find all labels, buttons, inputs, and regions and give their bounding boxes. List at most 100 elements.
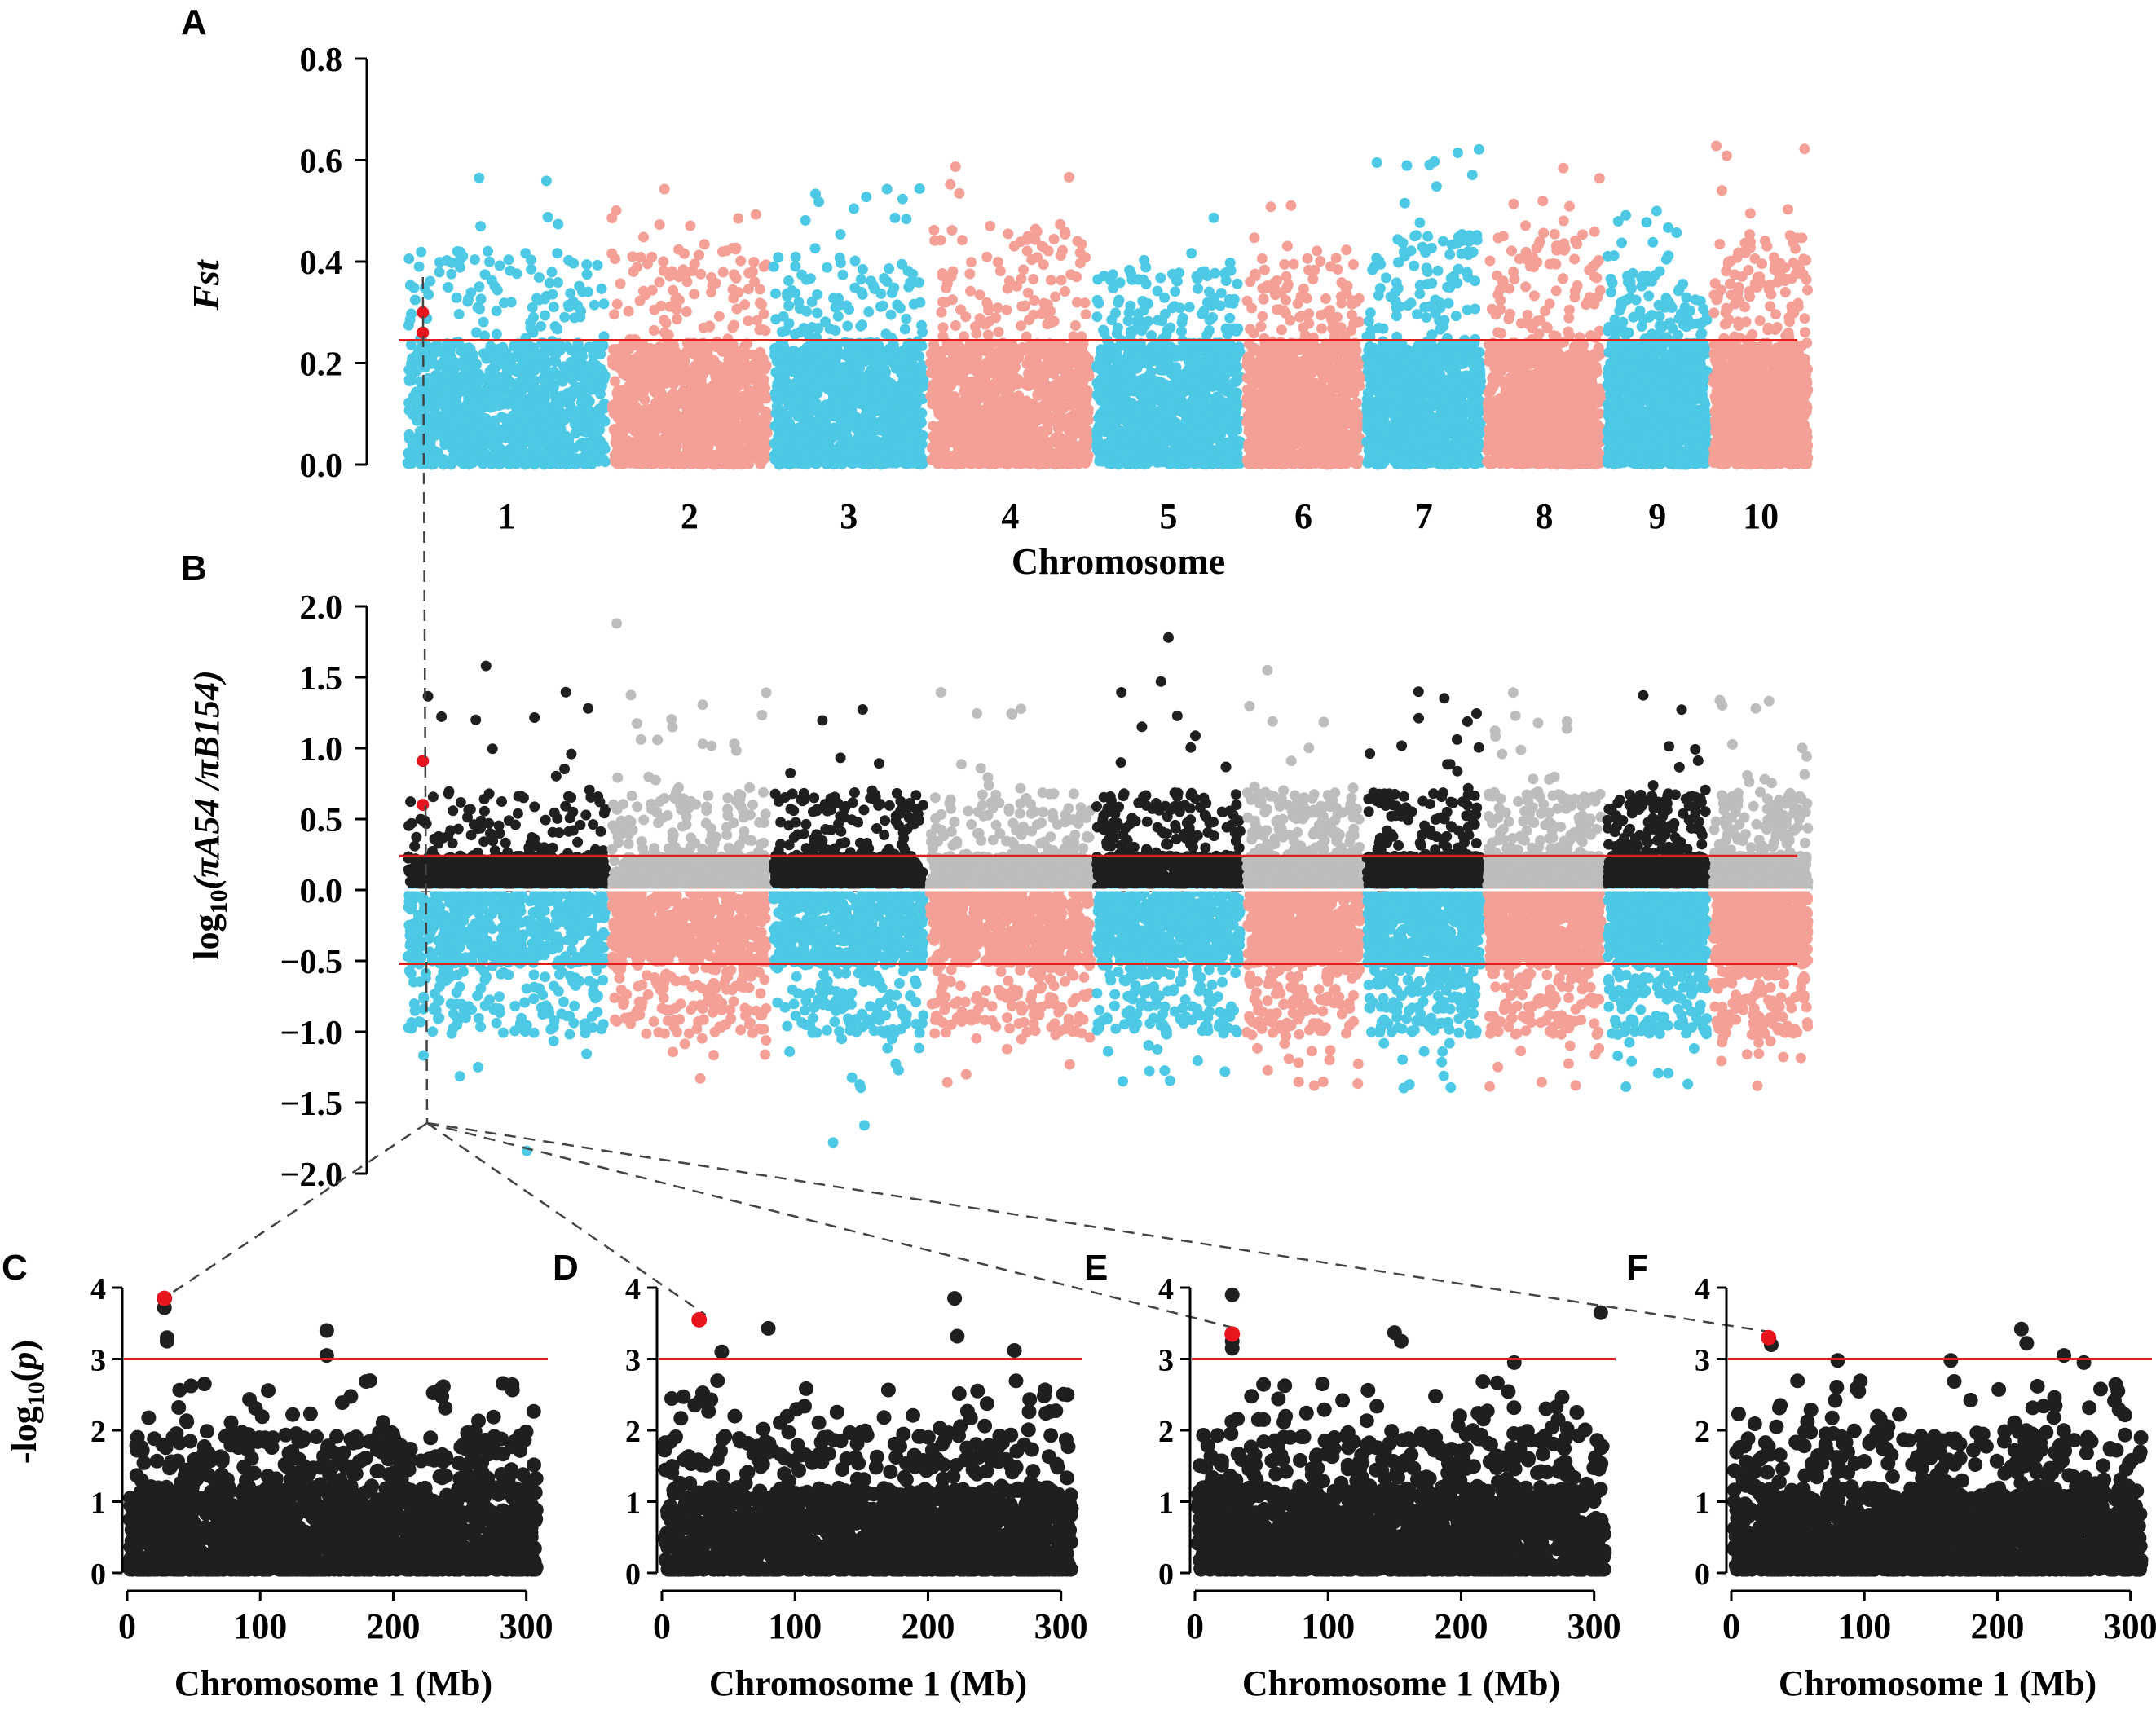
- fst-point-chr2: [628, 373, 640, 385]
- fst-point-chr4: [983, 447, 994, 458]
- fst-point-chr1: [488, 442, 500, 453]
- fst-point-chr4: [1049, 384, 1060, 395]
- fst-point-chr2: [756, 324, 768, 335]
- fst-point-chr1: [517, 356, 528, 367]
- fst-point-chr1: [403, 319, 414, 331]
- fst-point-chr2: [681, 276, 693, 288]
- fst-point-chr3: [794, 303, 805, 314]
- fst-point-chr4: [955, 359, 967, 371]
- panel-a-fst-manhattan: A 0.00.20.40.60.8 1 2 3 4 5 6 7 8 9 10 Chromosome…: [181, 2, 1814, 582]
- fst-point-chr3: [897, 431, 909, 443]
- fst-point-chr5: [1208, 212, 1219, 223]
- fst-point-chr4: [955, 368, 967, 380]
- fst-point-chr4: [1056, 275, 1067, 286]
- fst-point-chr2: [730, 272, 742, 284]
- fst-point-chr2: [761, 406, 772, 417]
- fst-point-chr1: [558, 415, 570, 426]
- fst-point-chr4: [927, 385, 938, 396]
- fst-point-chr2: [721, 245, 732, 257]
- fst-point-chr3: [836, 421, 848, 432]
- fst-point-chr2: [742, 448, 753, 460]
- fst-point-chr3: [917, 327, 928, 337]
- fst-point-chr2: [666, 428, 677, 439]
- fst-point-chr3: [901, 214, 912, 225]
- fst-point-chr1: [578, 390, 589, 402]
- fst-point-chr3: [798, 323, 809, 334]
- fst-point-chr1: [478, 452, 489, 464]
- fst-point-chr2: [655, 409, 666, 421]
- fst-point-chr2: [720, 411, 730, 422]
- fst-point-chr4: [933, 408, 945, 420]
- fst-point-chr2: [628, 266, 639, 277]
- fst-point-chr1: [434, 267, 445, 278]
- fst-point-chr4: [992, 302, 1003, 314]
- fst-point-chr4: [1061, 375, 1073, 386]
- fst-point-chr2: [670, 416, 681, 427]
- fst-point-chr2: [685, 220, 696, 231]
- fst-point-chr1: [533, 272, 545, 283]
- fst-point-chr4: [979, 404, 990, 416]
- fst-point-chr1: [529, 401, 540, 412]
- fst-point-chr1: [565, 392, 576, 403]
- fst-point-chr4: [982, 329, 994, 341]
- fst-point-chr3: [846, 411, 858, 422]
- fst-point-chr1: [550, 406, 562, 417]
- fst-point-chr3: [832, 368, 844, 380]
- fst-point-chr3: [806, 297, 818, 307]
- fst-point-chr2: [722, 446, 734, 457]
- fst-point-chr4: [929, 235, 941, 246]
- fst-point-chr2: [643, 351, 655, 363]
- fst-point-chr1: [547, 289, 558, 300]
- fst-point-chr2: [753, 438, 765, 450]
- fst-point-chr3: [895, 302, 906, 314]
- fst-point-chr2: [640, 421, 651, 432]
- fst-point-chr1: [593, 454, 604, 465]
- fst-point-chr2: [668, 454, 679, 465]
- fst-point-chr4: [1080, 252, 1091, 263]
- fst-point-chr3: [830, 325, 841, 336]
- fst-point-chr2: [710, 380, 721, 391]
- fst-point-chr2: [750, 209, 761, 220]
- fst-point-chr1: [461, 415, 473, 426]
- fst-point-chr2: [739, 299, 751, 311]
- fst-point-chr3: [777, 406, 788, 417]
- fst-point-chr2: [733, 403, 744, 413]
- fst-point-chr2: [759, 416, 770, 428]
- fst-point-chr3: [842, 320, 853, 332]
- fst-point-chr4: [929, 450, 941, 461]
- fst-point-chr4: [1038, 241, 1049, 253]
- fst-point-chr2: [611, 438, 623, 450]
- fst-point-chr2: [609, 309, 620, 320]
- fst-point-chr1: [462, 296, 474, 307]
- fst-point-chr4: [1059, 455, 1070, 466]
- fst-point-chr3: [830, 445, 841, 456]
- fst-point-chr1: [411, 411, 422, 422]
- fst-point-chr2: [649, 304, 660, 315]
- fst-point-chr3: [875, 301, 886, 312]
- fst-point-chr2: [727, 284, 739, 295]
- fst-point-chr4: [1080, 309, 1091, 320]
- fst-point-chr1: [444, 353, 456, 364]
- fst-point-chr4: [993, 326, 1004, 337]
- fst-point-chr4: [1060, 227, 1071, 238]
- fst-point-chr4: [995, 416, 1007, 426]
- fst-point-chr3: [867, 434, 879, 446]
- fst-point-chr2: [755, 346, 766, 358]
- fst-point-chr4: [985, 220, 996, 231]
- fst-point-chr1: [575, 424, 586, 435]
- fst-point-chr4: [1079, 297, 1091, 309]
- fst-point-chr4: [1078, 355, 1090, 366]
- fst-point-chr4: [1028, 274, 1039, 284]
- fst-point-chr1: [430, 425, 442, 436]
- fst-point-chr1: [480, 394, 492, 406]
- fst-point-chr3: [857, 263, 868, 275]
- fst-point-chr4: [1009, 426, 1021, 438]
- fst-point-chr3: [847, 340, 858, 351]
- fst-point-chr3: [870, 406, 881, 417]
- fst-point-chr2: [730, 421, 741, 432]
- fst-point-chr3: [812, 307, 823, 319]
- fst-point-chr2: [712, 359, 723, 371]
- fst-point-chr1: [483, 245, 493, 257]
- fst-point-chr1: [416, 246, 427, 258]
- fst-point-chr3: [906, 363, 917, 375]
